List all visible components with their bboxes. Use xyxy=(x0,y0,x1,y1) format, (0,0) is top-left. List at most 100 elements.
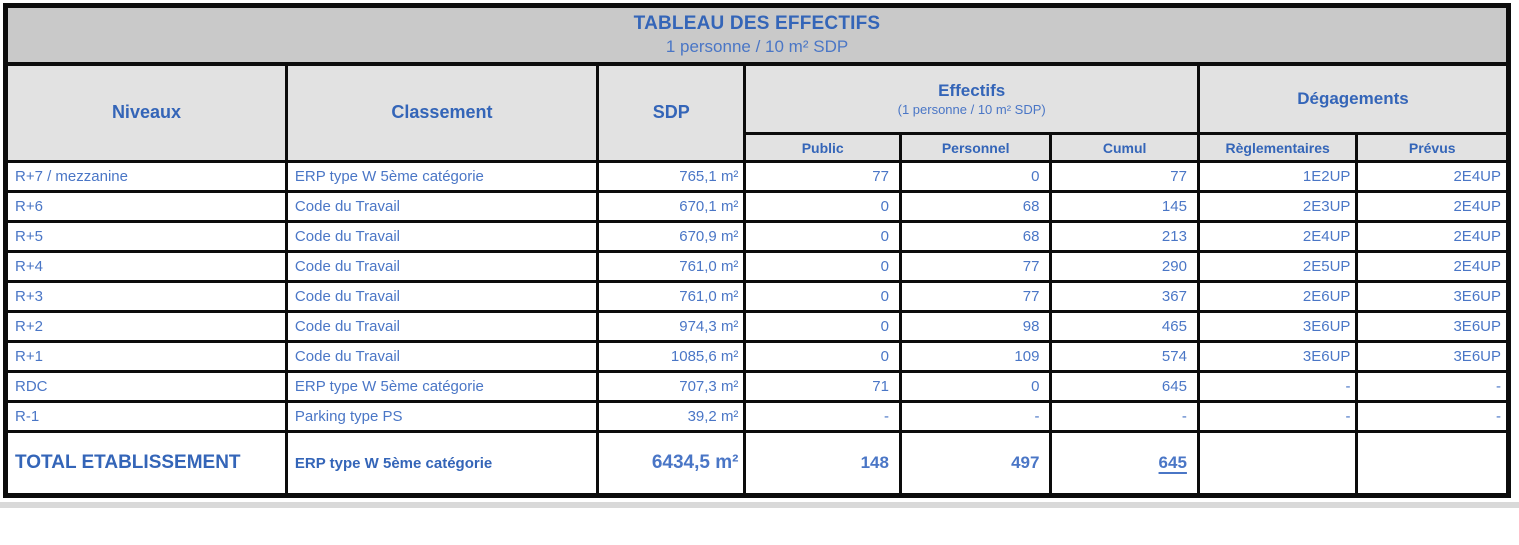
cell-personnel: 77 xyxy=(898,280,1053,313)
cell-classement: Code du Travail xyxy=(284,340,599,373)
cell-niveau: R+7 / mezzanine xyxy=(4,160,288,193)
page-bottom-strip xyxy=(0,502,1519,508)
cell-cumul: 145 xyxy=(1049,190,1200,223)
cell-reglementaires: 3E6UP xyxy=(1196,310,1359,343)
cell-public: 0 xyxy=(743,250,902,283)
cell-niveau: R+4 xyxy=(4,250,288,283)
effectifs-group-sublabel: (1 personne / 10 m² SDP) xyxy=(897,101,1046,117)
effectifs-table: TABLEAU DES EFFECTIFS 1 personne / 10 m²… xyxy=(3,3,1511,498)
table-row: R+4 Code du Travail 761,0 m² 0 77 290 2E… xyxy=(4,250,1510,283)
total-classement: ERP type W 5ème catégorie xyxy=(284,430,599,497)
cell-sdp: 39,2 m² xyxy=(595,400,747,433)
header-degagements-group: Dégagements xyxy=(1196,62,1511,135)
header-cumul: Cumul xyxy=(1049,132,1200,163)
degagements-group-label: Dégagements xyxy=(1297,88,1409,108)
effectifs-group-label: Effectifs xyxy=(938,80,1006,100)
cell-personnel: 77 xyxy=(898,250,1053,283)
cell-cumul: - xyxy=(1049,400,1200,433)
table-row: R+6 Code du Travail 670,1 m² 0 68 145 2E… xyxy=(4,190,1510,223)
cell-sdp: 670,9 m² xyxy=(595,220,747,253)
table-row: R-1 Parking type PS 39,2 m² - - - - - xyxy=(4,400,1510,433)
cell-prevus: 3E6UP xyxy=(1355,310,1510,343)
table-row: RDC ERP type W 5ème catégorie 707,3 m² 7… xyxy=(4,370,1510,403)
cell-sdp: 1085,6 m² xyxy=(595,340,747,373)
cell-reglementaires: 3E6UP xyxy=(1196,340,1359,373)
table-row: R+7 / mezzanine ERP type W 5ème catégori… xyxy=(4,160,1510,193)
header-classement: Classement xyxy=(284,62,599,163)
cell-reglementaires: 2E5UP xyxy=(1196,250,1359,283)
cell-sdp: 670,1 m² xyxy=(595,190,747,223)
table-title-cell: TABLEAU DES EFFECTIFS 1 personne / 10 m²… xyxy=(4,4,1510,66)
header-group-row: Niveaux Classement SDP Effectifs (1 pers… xyxy=(4,62,1511,163)
cell-sdp: 765,1 m² xyxy=(595,160,747,193)
header-public: Public xyxy=(743,132,902,163)
cell-cumul: 465 xyxy=(1049,310,1200,343)
cell-reglementaires: - xyxy=(1196,370,1359,403)
cell-public: 0 xyxy=(743,340,902,373)
header-sub-row: Public Personnel Cumul Règlementaires Pr… xyxy=(6,132,1510,163)
cell-classement: Code du Travail xyxy=(284,190,599,223)
cell-cumul: 367 xyxy=(1049,280,1200,313)
table-row: R+5 Code du Travail 670,9 m² 0 68 213 2E… xyxy=(4,220,1510,253)
total-cumul-value: 645 xyxy=(1158,453,1187,472)
table-title: TABLEAU DES EFFECTIFS xyxy=(633,12,881,34)
cell-public: 0 xyxy=(743,310,902,343)
cell-personnel: 0 xyxy=(898,370,1053,403)
header-effectifs-group: Effectifs (1 personne / 10 m² SDP) xyxy=(743,62,1200,135)
total-sdp: 6434,5 m² xyxy=(595,430,747,497)
total-cumul: 645 xyxy=(1049,430,1200,497)
total-personnel: 497 xyxy=(898,430,1053,497)
cell-prevus: - xyxy=(1355,370,1510,403)
cell-reglementaires: 2E4UP xyxy=(1196,220,1359,253)
total-prevus xyxy=(1355,430,1510,497)
cell-reglementaires: 2E3UP xyxy=(1196,190,1359,223)
sheet: TABLEAU DES EFFECTIFS 1 personne / 10 m²… xyxy=(3,3,1511,498)
cell-niveau: R+3 xyxy=(4,280,288,313)
cell-public: 0 xyxy=(743,190,902,223)
table-row: R+3 Code du Travail 761,0 m² 0 77 367 2E… xyxy=(4,280,1510,313)
cell-classement: Parking type PS xyxy=(284,400,599,433)
cell-sdp: 761,0 m² xyxy=(595,250,747,283)
cell-classement: Code du Travail xyxy=(284,250,599,283)
cell-prevus: 2E4UP xyxy=(1355,220,1510,253)
total-reglementaires xyxy=(1196,430,1359,497)
cell-classement: Code du Travail xyxy=(284,310,599,343)
cell-reglementaires: - xyxy=(1196,400,1359,433)
cell-classement: Code du Travail xyxy=(284,280,599,313)
cell-cumul: 77 xyxy=(1049,160,1200,193)
cell-prevus: - xyxy=(1355,400,1510,433)
total-label: TOTAL ETABLISSEMENT xyxy=(4,430,288,497)
cell-classement: ERP type W 5ème catégorie xyxy=(284,160,599,193)
cell-sdp: 761,0 m² xyxy=(595,280,747,313)
header-niveaux: Niveaux xyxy=(4,62,288,163)
table-body: R+7 / mezzanine ERP type W 5ème catégori… xyxy=(4,160,1510,497)
cell-personnel: 68 xyxy=(898,190,1053,223)
cell-cumul: 574 xyxy=(1049,340,1200,373)
header-personnel: Personnel xyxy=(898,132,1053,163)
cell-niveau: R+1 xyxy=(4,340,288,373)
cell-niveau: RDC xyxy=(4,370,288,403)
cell-public: 0 xyxy=(743,280,902,313)
header-reglementaires: Règlementaires xyxy=(1196,132,1359,163)
total-row: TOTAL ETABLISSEMENT ERP type W 5ème caté… xyxy=(4,430,1510,497)
cell-sdp: 707,3 m² xyxy=(595,370,747,403)
cell-classement: Code du Travail xyxy=(284,220,599,253)
title-row: TABLEAU DES EFFECTIFS 1 personne / 10 m²… xyxy=(4,4,1510,66)
table-head: TABLEAU DES EFFECTIFS 1 personne / 10 m²… xyxy=(4,4,1511,163)
cell-prevus: 2E4UP xyxy=(1355,250,1510,283)
cell-public: 71 xyxy=(743,370,902,403)
total-public: 148 xyxy=(743,430,902,497)
cell-prevus: 3E6UP xyxy=(1355,340,1510,373)
cell-niveau: R+6 xyxy=(4,190,288,223)
cell-sdp: 974,3 m² xyxy=(595,310,747,343)
cell-cumul: 213 xyxy=(1049,220,1200,253)
cell-niveau: R+2 xyxy=(4,310,288,343)
cell-public: 77 xyxy=(743,160,902,193)
table-row: R+2 Code du Travail 974,3 m² 0 98 465 3E… xyxy=(4,310,1510,343)
cell-personnel: 109 xyxy=(898,340,1053,373)
header-sdp: SDP xyxy=(595,62,747,163)
cell-niveau: R-1 xyxy=(4,400,288,433)
cell-prevus: 3E6UP xyxy=(1355,280,1510,313)
cell-niveau: R+5 xyxy=(4,220,288,253)
header-prevus: Prévus xyxy=(1355,132,1510,163)
